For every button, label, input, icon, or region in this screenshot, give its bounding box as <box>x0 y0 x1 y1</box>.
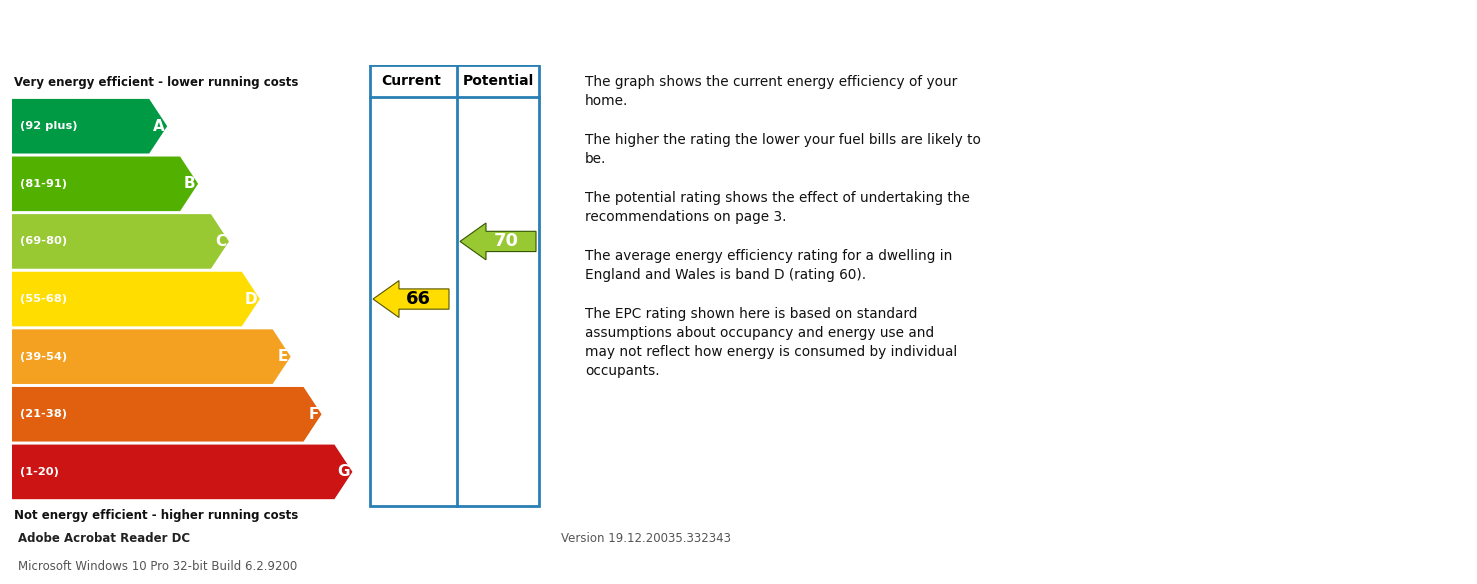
Text: Not energy efficient - higher running costs: Not energy efficient - higher running co… <box>13 509 298 522</box>
Text: E: E <box>278 349 288 364</box>
Text: The potential rating shows the effect of undertaking the
recommendations on page: The potential rating shows the effect of… <box>585 192 970 224</box>
Text: (55-68): (55-68) <box>21 294 66 304</box>
Text: The EPC rating shown here is based on standard
assumptions about occupancy and e: The EPC rating shown here is based on st… <box>585 307 957 378</box>
Polygon shape <box>12 444 353 499</box>
Text: Potential: Potential <box>462 74 533 88</box>
Polygon shape <box>12 214 229 269</box>
Polygon shape <box>12 329 291 384</box>
Polygon shape <box>459 223 536 260</box>
Text: Microsoft Windows 10 Pro 32-bit Build 6.2.9200: Microsoft Windows 10 Pro 32-bit Build 6.… <box>18 560 297 573</box>
Text: F: F <box>309 407 319 422</box>
Text: C: C <box>214 234 226 249</box>
Polygon shape <box>374 281 449 318</box>
Text: D: D <box>244 291 257 307</box>
Bar <box>371 65 539 506</box>
Text: B: B <box>183 176 195 192</box>
Text: G: G <box>337 464 350 479</box>
Text: Energy Efficiency Rating: Energy Efficiency Rating <box>18 20 419 48</box>
Text: The graph shows the current energy efficiency of your
home.: The graph shows the current energy effic… <box>585 75 957 109</box>
Text: Current: Current <box>381 74 442 88</box>
Text: The average energy efficiency rating for a dwelling in
England and Wales is band: The average energy efficiency rating for… <box>585 249 953 282</box>
Text: (21-38): (21-38) <box>21 409 66 419</box>
Polygon shape <box>12 272 260 326</box>
Polygon shape <box>12 387 322 442</box>
Text: (69-80): (69-80) <box>21 237 66 246</box>
Text: (1-20): (1-20) <box>21 467 59 477</box>
Text: Adobe Acrobat Reader DC: Adobe Acrobat Reader DC <box>18 531 191 544</box>
Text: (39-54): (39-54) <box>21 352 66 361</box>
Text: (81-91): (81-91) <box>21 179 66 189</box>
Text: 70: 70 <box>493 232 518 251</box>
Text: Version 19.12.20035.332343: Version 19.12.20035.332343 <box>561 531 731 544</box>
Polygon shape <box>12 157 198 211</box>
Text: Very energy efficient - lower running costs: Very energy efficient - lower running co… <box>13 77 298 89</box>
Text: The higher the rating the lower your fuel bills are likely to
be.: The higher the rating the lower your fue… <box>585 133 981 166</box>
Text: 66: 66 <box>406 290 431 308</box>
Text: A: A <box>152 119 164 134</box>
Polygon shape <box>12 99 167 154</box>
Text: (92 plus): (92 plus) <box>21 121 77 131</box>
